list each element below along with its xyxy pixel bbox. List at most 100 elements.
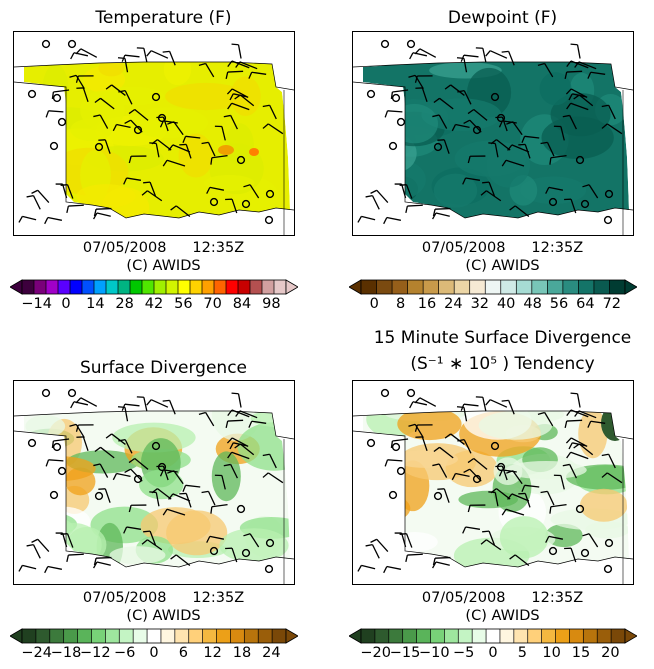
wind-barb bbox=[163, 120, 178, 124]
temperature-map[interactable] bbox=[13, 31, 295, 236]
wind-barb bbox=[111, 84, 126, 96]
tick-label: 48 bbox=[523, 296, 542, 312]
wind-barb bbox=[569, 115, 577, 130]
colorbar-swatch bbox=[230, 629, 245, 643]
state-border bbox=[353, 410, 633, 440]
wind-barb bbox=[175, 205, 191, 217]
wind-barb bbox=[130, 468, 143, 482]
calm-wind-station bbox=[406, 39, 416, 49]
colorbar-swatch bbox=[174, 629, 190, 643]
tick-label: 5 bbox=[517, 645, 527, 661]
colorbar-swatch bbox=[469, 280, 486, 294]
calm-wind-station bbox=[57, 117, 67, 127]
tick-label: 24 bbox=[262, 645, 281, 661]
wind-barb bbox=[47, 216, 63, 221]
wind-barb bbox=[570, 547, 577, 563]
colorbar-swatch bbox=[609, 280, 626, 294]
colorbar-swatch bbox=[569, 629, 584, 643]
calm-wind-station bbox=[575, 155, 585, 165]
panel-title-line-2: (S⁻¹ ∗ 10⁵ ) Tendency bbox=[410, 354, 595, 374]
colorbar-swatch bbox=[105, 629, 120, 643]
wind-barb bbox=[550, 154, 567, 159]
wind-barb bbox=[463, 90, 472, 105]
calm-wind-station bbox=[391, 442, 401, 452]
wind-barb bbox=[376, 189, 389, 203]
tick-label: −15 bbox=[389, 645, 421, 661]
wind-barb bbox=[124, 439, 133, 454]
tendency-map[interactable] bbox=[352, 380, 634, 585]
divergence-map[interactable] bbox=[13, 380, 295, 585]
wind-barb bbox=[455, 472, 470, 478]
calm-wind-station bbox=[27, 89, 37, 99]
wind-barb bbox=[443, 488, 450, 503]
calm-wind-station bbox=[380, 388, 390, 398]
tick-label: 16 bbox=[417, 296, 437, 312]
colorbar-swatch bbox=[142, 280, 155, 294]
calm-wind-station bbox=[604, 538, 614, 548]
wind-barb bbox=[155, 143, 160, 158]
wind-barb bbox=[68, 553, 84, 556]
tick-label: 8 bbox=[395, 296, 406, 312]
calm-wind-station bbox=[490, 92, 500, 102]
colorbar-swatch bbox=[416, 629, 431, 643]
colorbar-swatch bbox=[35, 629, 51, 643]
wind-barb bbox=[267, 472, 284, 484]
wind-barb bbox=[68, 204, 84, 207]
wind-barb bbox=[230, 464, 238, 479]
wind-barb bbox=[96, 212, 111, 217]
tendency-panel: 15 Minute Surface Divergence (S⁻¹ ∗ 10⁵ … bbox=[339, 328, 654, 668]
dewpoint-panel: Dewpoint (F) 07/05/2008 12:35Z (C) AWIDS … bbox=[339, 0, 654, 334]
colorbar-swatch bbox=[562, 280, 579, 294]
wind-barb bbox=[361, 215, 376, 221]
colorbar-swatch bbox=[500, 280, 517, 294]
wind-barb bbox=[96, 561, 111, 566]
tick-label: −12 bbox=[80, 645, 111, 661]
colorbar-swatch bbox=[444, 629, 459, 643]
wind-barb bbox=[209, 186, 225, 191]
colorbar-swatch bbox=[583, 629, 598, 643]
wind-barb bbox=[53, 438, 70, 442]
wind-barb bbox=[207, 142, 216, 157]
time-label: 12:35Z bbox=[531, 590, 584, 606]
tendency-colorbar bbox=[349, 628, 637, 644]
colorbar-swatch bbox=[178, 280, 191, 294]
wind-barb bbox=[482, 397, 487, 412]
wind-barb bbox=[130, 119, 143, 133]
wind-barb bbox=[578, 61, 597, 70]
tick-label: 0 bbox=[61, 296, 71, 312]
wind-barb bbox=[149, 530, 157, 546]
wind-barb bbox=[512, 470, 523, 485]
wind-barb bbox=[401, 532, 407, 548]
dewpoint-map[interactable] bbox=[352, 31, 634, 236]
timestamp: 07/05/2008 12:35Z bbox=[0, 590, 327, 607]
calm-wind-station bbox=[157, 113, 167, 123]
time-label: 12:35Z bbox=[192, 240, 245, 256]
colorbar-swatch bbox=[91, 629, 106, 643]
wind-barb bbox=[134, 458, 149, 470]
wind-barb bbox=[169, 51, 176, 66]
colorbar-swatch bbox=[361, 629, 376, 643]
colorbar-swatch bbox=[49, 629, 65, 643]
panel-title: Temperature (F) bbox=[95, 8, 232, 28]
wind-barb bbox=[207, 491, 216, 506]
tick-label: 6 bbox=[178, 645, 188, 661]
credit-label: (C) AWIDS bbox=[465, 258, 540, 274]
wind-barb bbox=[32, 195, 41, 210]
state-border bbox=[14, 61, 294, 91]
wind-barb bbox=[75, 423, 85, 439]
wind-barb bbox=[371, 544, 380, 559]
colorbar-extend-low bbox=[349, 628, 362, 644]
calm-wind-station bbox=[133, 474, 143, 484]
calm-wind-station bbox=[396, 466, 406, 476]
wind-barb bbox=[116, 123, 131, 129]
colorbar-swatch bbox=[438, 280, 455, 294]
wind-barb bbox=[100, 97, 115, 110]
colorbar-swatch bbox=[611, 629, 626, 643]
wind-barb bbox=[414, 423, 424, 439]
calm-wind-station bbox=[604, 189, 614, 199]
colorbar-swatch bbox=[94, 280, 107, 294]
colorbar-swatch bbox=[22, 280, 35, 294]
wind-barbs bbox=[357, 39, 623, 225]
tick-label: 14 bbox=[86, 296, 105, 312]
calm-wind-station bbox=[366, 438, 376, 448]
